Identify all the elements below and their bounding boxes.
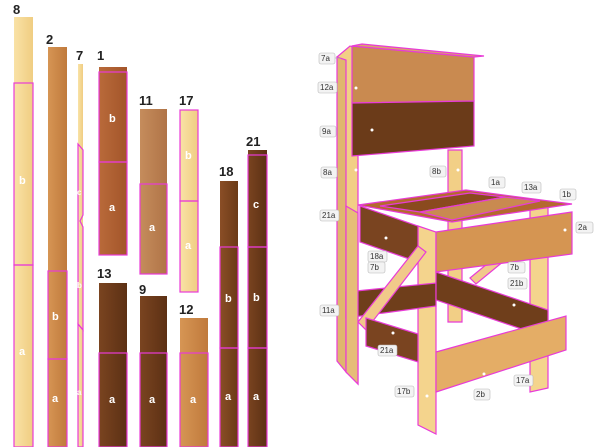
svg-text:2a: 2a [578, 223, 587, 232]
svg-text:11a: 11a [322, 306, 335, 315]
segment-label: a [253, 391, 260, 403]
board-number: 17 [179, 93, 193, 108]
callout: 9a [319, 125, 374, 138]
board-21: 21 c b a [246, 134, 268, 447]
board-number: 13 [97, 266, 111, 281]
svg-text:21a: 21a [380, 346, 394, 355]
board-number: 18 [219, 164, 233, 179]
segment-label: b [52, 311, 59, 323]
callout: 7b [367, 261, 386, 274]
cut-list: 8 b a 2 b a 7 c b a 1 [13, 2, 268, 447]
board-1: 1 b a [97, 48, 128, 256]
svg-text:17a: 17a [516, 376, 530, 385]
board-number: 12 [179, 302, 193, 317]
segment-label: a [149, 394, 156, 406]
board-number: 8 [13, 2, 20, 17]
board-number: 9 [139, 282, 146, 297]
segment-label: a [19, 346, 26, 358]
board-13: 13 a [97, 266, 128, 447]
segment-label: b [225, 293, 232, 305]
board-17: 17 b a [179, 93, 199, 293]
svg-text:7b: 7b [510, 263, 519, 272]
segment-label: a [149, 222, 156, 234]
callout: 17b [394, 385, 429, 398]
callouts: 7a 12a 9a 8a 8b 1a 13a [317, 52, 594, 401]
callout: 7a [318, 52, 341, 65]
svg-text:7a: 7a [321, 54, 330, 63]
callout: 21b [507, 277, 528, 307]
board-number: 21 [246, 134, 260, 149]
callout: 13a [521, 181, 542, 194]
callout: 11a [319, 304, 340, 317]
segment-label: a [185, 240, 192, 252]
svg-text:18a: 18a [370, 252, 384, 261]
board-number: 2 [46, 32, 53, 47]
svg-text:17b: 17b [397, 387, 411, 396]
svg-text:21b: 21b [510, 279, 524, 288]
board-9: 9 a [139, 282, 168, 447]
callout: 1b [559, 188, 577, 201]
segment-label: b [109, 113, 116, 125]
svg-text:9a: 9a [322, 127, 331, 136]
svg-text:1a: 1a [491, 178, 500, 187]
board-7: 7 c b a [76, 48, 84, 447]
callout: 8b [429, 165, 460, 178]
segment-label: b [77, 281, 82, 290]
svg-text:21a: 21a [322, 211, 336, 220]
segment-label: b [185, 150, 192, 162]
board-11: 11 a [139, 93, 168, 275]
segment-label: b [19, 175, 26, 187]
svg-text:2b: 2b [476, 390, 485, 399]
segment-label: c [77, 188, 82, 197]
callout: 21a [319, 209, 340, 222]
callout: 1a [488, 176, 506, 189]
segment-label: a [52, 393, 59, 405]
segment-label: a [77, 388, 82, 397]
board-12: 12 a [179, 302, 209, 447]
callout: 2b [473, 372, 491, 401]
svg-text:8a: 8a [323, 168, 332, 177]
callout: 17a [513, 374, 534, 387]
segment-label: c [253, 199, 259, 211]
callout: 21a [377, 331, 398, 357]
segment-label: a [109, 202, 116, 214]
svg-text:1b: 1b [562, 190, 571, 199]
board-number: 11 [139, 93, 153, 108]
segment-label: a [109, 394, 116, 406]
svg-text:7b: 7b [370, 263, 379, 272]
callout: 2a [563, 221, 594, 234]
board-18: 18 b a [219, 164, 239, 447]
segment-label: a [190, 394, 197, 406]
segment-label: b [253, 292, 260, 304]
board-number: 1 [97, 48, 104, 63]
callout: 7b [507, 261, 526, 274]
board-2: 2 b a [46, 32, 68, 447]
board-number: 7 [76, 48, 83, 63]
svg-text:8b: 8b [432, 167, 441, 176]
svg-text:13a: 13a [524, 183, 538, 192]
callout: 8a [320, 166, 358, 179]
board-8: 8 b a [13, 2, 34, 447]
svg-text:12a: 12a [320, 83, 334, 92]
segment-label: a [225, 391, 232, 403]
chair-illustration [336, 43, 573, 435]
callout: 12a [317, 81, 358, 94]
